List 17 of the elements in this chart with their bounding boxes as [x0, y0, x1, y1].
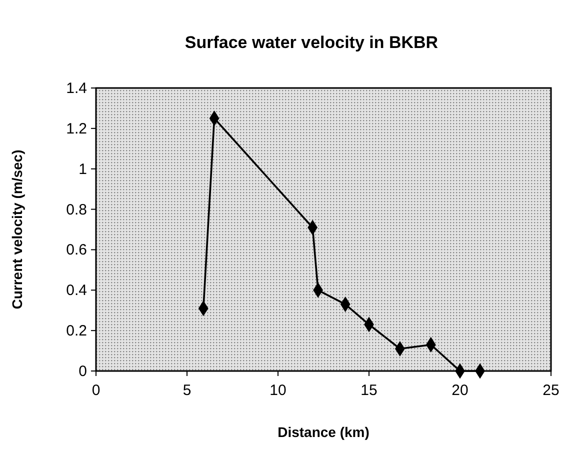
x-tick-label: 10: [270, 382, 286, 399]
y-axis-title: Current velocity (m/sec): [9, 150, 25, 310]
y-tick-label: 0.8: [66, 201, 87, 218]
y-tick-label: 0.6: [66, 242, 87, 259]
y-tick-label: 0.2: [66, 322, 87, 340]
y-tick-label: 0: [78, 363, 87, 380]
x-axis-title: Distance (km): [278, 424, 370, 440]
x-tick-label: 5: [182, 382, 192, 399]
x-tick-label: 25: [542, 382, 560, 399]
x-tick-label: 0: [92, 382, 100, 399]
x-tick-label: 15: [360, 382, 378, 399]
y-tick-label: 1.2: [66, 120, 87, 138]
y-tick-label: 0.4: [66, 282, 87, 300]
x-tick-label: 20: [452, 382, 468, 399]
chart-title: Surface water velocity in BKBR: [184, 33, 438, 52]
y-tick-label: 1: [78, 160, 87, 178]
y-tick-label: 1.4: [66, 80, 87, 97]
